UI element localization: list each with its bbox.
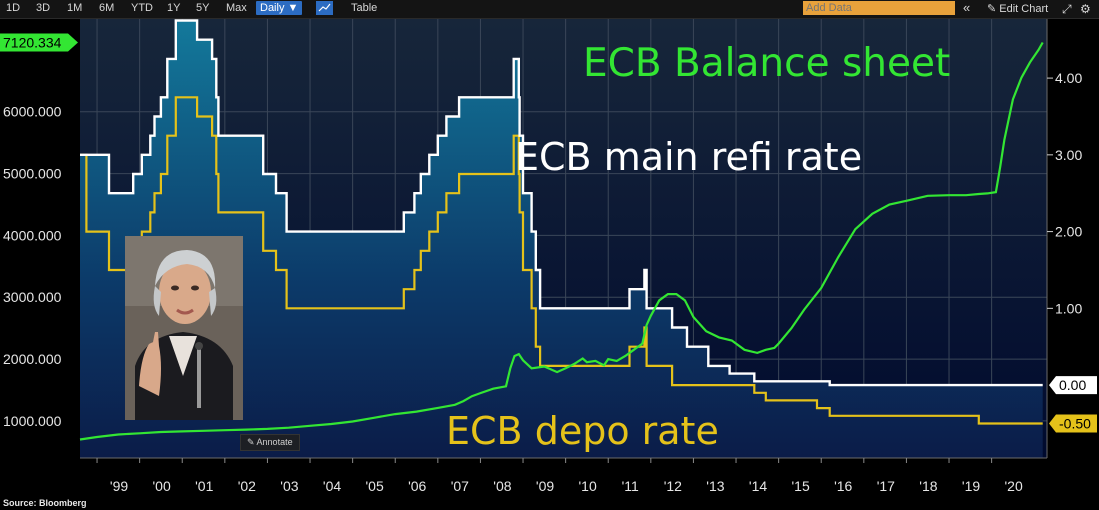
balance-sheet-line — [79, 41, 1044, 441]
hair-shape — [155, 250, 216, 288]
last-value-label: 7120.334 — [3, 34, 62, 50]
left-tick-label: 6000.000 — [3, 104, 62, 120]
range-1y-button[interactable]: 1Y — [167, 2, 181, 14]
left-tick-label: 4000.000 — [3, 227, 62, 243]
range-max-button[interactable]: Max — [226, 2, 247, 14]
x-tick-label: '15 — [792, 478, 810, 494]
edit-chart-button[interactable]: ✎ Edit Chart — [987, 3, 1049, 15]
right-tick-label: 3.00 — [1055, 147, 1082, 163]
x-tick-label: '19 — [962, 478, 980, 494]
balance-sheet-annotation: ECB Balance sheet — [583, 41, 950, 86]
left-tick-label: 2000.000 — [3, 351, 62, 367]
x-tick-label: '09 — [536, 478, 554, 494]
right-axis-ticks: 4.00 3.00 2.00 1.00 — [1047, 70, 1082, 316]
x-tick-label: '05 — [366, 478, 384, 494]
refi-rate-area — [80, 20, 1043, 458]
x-tick-label: '17 — [877, 478, 895, 494]
left-axis-ticks: 1000.000 2000.000 3000.000 4000.000 5000.000… — [3, 104, 62, 429]
expand-icon[interactable]: ⤢ — [1062, 2, 1072, 16]
right-tick-label: 2.00 — [1055, 224, 1082, 240]
x-tick-label: '13 — [706, 478, 724, 494]
end-value-labels: 7120.334 0.00 -0.50 — [0, 33, 1097, 433]
source-label: Source: Bloomberg — [3, 498, 87, 508]
hand-shape — [139, 332, 161, 396]
x-tick-label: '16 — [834, 478, 852, 494]
table-button[interactable]: Table — [351, 2, 378, 14]
x-tick-label: '00 — [153, 478, 171, 494]
refi-rate-line — [80, 19, 1043, 387]
x-tick-label: '08 — [493, 478, 511, 494]
left-tick-label: 3000.000 — [3, 289, 62, 305]
right-tick-label: 4.00 — [1055, 70, 1082, 86]
x-tick-label: '12 — [664, 478, 682, 494]
range-3d-button[interactable]: 3D — [36, 2, 51, 14]
left-tick-label: 5000.000 — [3, 166, 62, 182]
depo-end-label: -0.50 — [1059, 415, 1091, 431]
x-tick-label: '14 — [749, 478, 767, 494]
add-data-input[interactable] — [803, 1, 955, 15]
refi-rate-annotation: ECB main refi rate — [515, 135, 862, 179]
depo-end-badge — [1049, 414, 1097, 433]
x-tick-label: '10 — [579, 478, 597, 494]
range-6m-button[interactable]: 6M — [99, 2, 115, 14]
x-tick-label: '07 — [451, 478, 469, 494]
x-tick-label: '99 — [110, 478, 128, 494]
x-tick-label: '02 — [238, 478, 256, 494]
depo-rate-line — [80, 96, 1043, 425]
x-tick-label: '04 — [323, 478, 341, 494]
range-1d-button[interactable]: 1D — [6, 2, 21, 14]
left-tick-label: 1000.000 — [3, 413, 62, 429]
refi-end-badge — [1049, 376, 1097, 395]
x-tick-label: '18 — [919, 478, 937, 494]
chart-type-icon[interactable] — [316, 1, 333, 15]
x-tick-label: '01 — [195, 478, 213, 494]
gear-icon[interactable]: ⚙ — [1080, 2, 1091, 16]
last-value-badge — [0, 33, 78, 52]
refi-end-label: 0.00 — [1059, 377, 1086, 393]
x-tick-label: '20 — [1004, 478, 1022, 494]
x-tick-label: '03 — [280, 478, 298, 494]
range-1m-button[interactable]: 1M — [67, 2, 83, 14]
range-5y-button[interactable]: 5Y — [196, 2, 210, 14]
annotate-button[interactable]: ✎ Annotate — [240, 434, 300, 451]
x-tick-label: '06 — [408, 478, 426, 494]
chart-toolbar: 1D 3D 1M 6M YTD 1Y 5Y Max Daily ▼ Table … — [0, 0, 1099, 19]
range-ytd-button[interactable]: YTD — [131, 2, 153, 14]
depo-rate-annotation: ECB depo rate — [446, 409, 719, 453]
x-tick-label: '11 — [622, 478, 639, 494]
x-axis-ticks: '99 '00 '01 '02 '03 '04 '05 '06 '07 '08 '09 '10 '11 '… — [96, 458, 1023, 494]
collapse-icon[interactable]: « — [963, 0, 971, 15]
portrait-photo — [125, 236, 243, 420]
interval-dropdown[interactable]: Daily ▼ — [256, 1, 303, 15]
right-tick-label: 1.00 — [1055, 300, 1082, 316]
